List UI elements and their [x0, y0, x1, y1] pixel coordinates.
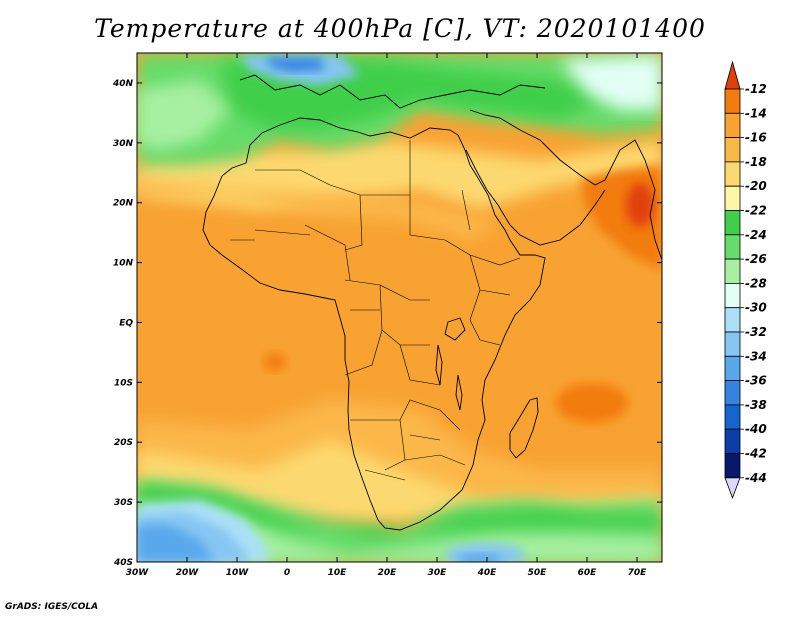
red-sea-coastline	[465, 149, 511, 226]
colorbar-label: -16	[745, 131, 767, 145]
country-borders	[230, 140, 521, 481]
lat-tick-label: 30N	[113, 139, 134, 149]
colorbar-swatch	[724, 88, 741, 114]
colorbar-label: -26	[745, 252, 767, 266]
colorbar-label: -18	[745, 155, 767, 169]
colorbar-label: -14	[745, 106, 767, 120]
lat-tick-label: 40N	[112, 79, 134, 89]
lon-tick-label: 30W	[126, 568, 150, 578]
colorbar-label: -22	[745, 204, 767, 218]
colorbar-label: -12	[745, 82, 767, 96]
southern-darkgreen-band	[137, 485, 662, 540]
lat-tick-label: EQ	[119, 318, 133, 328]
sahel-light-zone	[137, 180, 500, 240]
lon-tick-label: 60E	[578, 568, 598, 578]
lon-tick-label: 70E	[628, 568, 648, 578]
map-title: Temperature at 400hPa [C], VT: 202010140…	[94, 14, 706, 43]
colorbar-swatch	[724, 161, 741, 187]
southern-pale-band	[137, 440, 662, 520]
colorbar-label: -32	[745, 325, 767, 339]
europe-deep-blue-area	[265, 58, 325, 72]
colorbar-label: -42	[745, 447, 767, 461]
colorbar-label: -40	[745, 422, 767, 436]
northwest-light-green	[137, 80, 230, 150]
colorbar-label: -30	[745, 301, 767, 315]
temperature-field	[137, 53, 662, 562]
arabia-coastline	[469, 109, 662, 261]
colorbar-swatch	[724, 234, 741, 260]
colorbar-top-arrow	[724, 60, 741, 90]
lon-tick-label: 40E	[477, 568, 498, 578]
latitude-axis: 40N 30N 20N 10N EQ 10S 20S 30S 40S	[112, 79, 662, 568]
atlantic-warm-pocket	[264, 353, 286, 371]
colorbar-swatch	[724, 331, 741, 357]
indian-ocean-warm-pocket	[556, 383, 628, 423]
colorbar-label: -20	[745, 179, 767, 193]
lat-tick-label: 30S	[114, 498, 133, 508]
colorbar-swatch	[724, 355, 741, 381]
lon-tick-label: 20W	[176, 568, 200, 578]
colorbar-swatch	[724, 307, 741, 333]
colorbar-swatch	[724, 112, 741, 139]
southern-africa-borders	[350, 399, 466, 481]
colorbar-swatch	[724, 137, 741, 163]
lat-tick-label: 10N	[113, 259, 134, 269]
lake-victoria	[444, 317, 466, 341]
lon-tick-label: 30E	[428, 568, 448, 578]
credit-text: GrADS: IGES/COLA	[5, 602, 99, 612]
colorbar-swatch	[724, 282, 741, 309]
lat-tick-label: 10S	[114, 378, 133, 388]
colorbar: -12 -14 -16 -18 -20 -22 -24 -26 -28 -30 -32 -34 -36 -…	[724, 60, 767, 499]
colorbar-label: -36	[745, 374, 767, 388]
longitude-axis: 30W 20W 10W 0 10E 20E 30E 40E 50E 60E 70E	[126, 53, 647, 578]
arabia-south-coastline	[509, 189, 606, 246]
colorbar-label: -28	[745, 276, 767, 290]
colorbar-swatch	[724, 210, 741, 236]
colorbar-swatch	[724, 258, 741, 284]
colorbar-label: -38	[745, 398, 767, 412]
india-hot-core	[626, 183, 654, 227]
madagascar-coastline	[509, 397, 539, 459]
lat-tick-label: 40S	[113, 558, 133, 568]
east-africa-borders	[444, 239, 521, 346]
colorbar-swatch	[724, 428, 741, 454]
lat-tick-label: 20N	[113, 199, 134, 209]
colorbar-swatch	[724, 404, 741, 430]
colorbar-swatch	[724, 380, 741, 406]
colorbar-label: -24	[745, 228, 767, 242]
colorbar-bottom-arrow	[724, 477, 741, 499]
lat-tick-label: 20S	[114, 438, 133, 448]
lon-tick-label: 0	[284, 568, 290, 578]
northeast-pale-area	[560, 55, 662, 110]
lon-tick-label: 10E	[328, 568, 348, 578]
southern-light-green-band	[137, 505, 662, 562]
sahara-borders	[230, 140, 471, 281]
colorbar-label: -44	[745, 471, 767, 485]
lon-tick-label: 20E	[378, 568, 398, 578]
central-africa-borders	[344, 279, 441, 386]
southwest-deep-blue-zone	[137, 525, 215, 562]
colorbar-swatch	[724, 185, 741, 211]
lon-tick-label: 10W	[226, 568, 250, 578]
colorbar-swatch	[724, 453, 741, 479]
coastlines	[202, 74, 662, 531]
europe-coastline	[239, 74, 546, 109]
southern-ocean-deep-blue-pocket	[458, 554, 502, 562]
colorbar-label: -34	[745, 349, 767, 363]
map-frame	[136, 52, 663, 563]
lake-malawi	[455, 374, 463, 411]
africa-coastline	[202, 117, 546, 531]
lon-tick-label: 50E	[528, 568, 548, 578]
